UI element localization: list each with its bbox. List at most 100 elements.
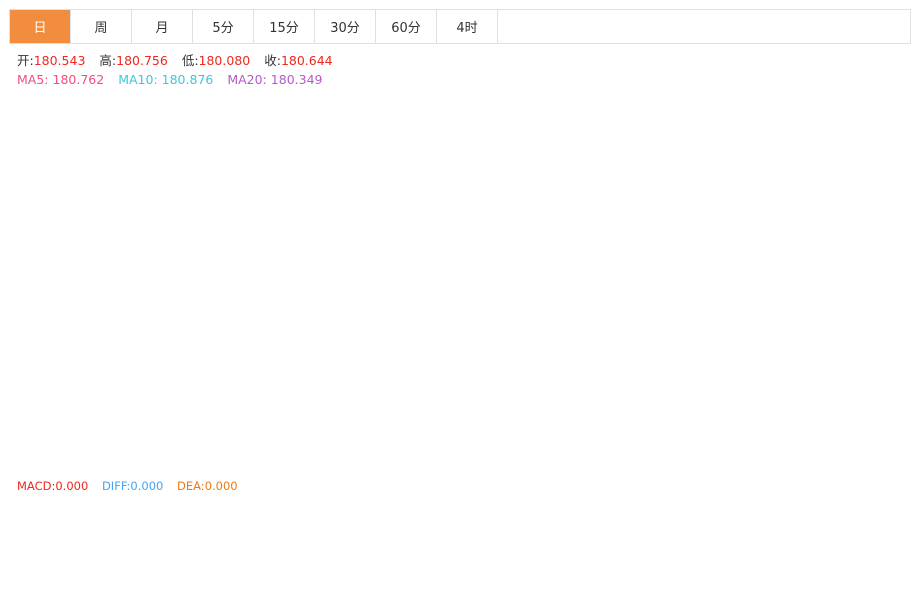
macd-bar xyxy=(68,503,78,525)
candle xyxy=(536,266,546,303)
candle xyxy=(68,396,78,429)
candle-body xyxy=(128,355,138,379)
candle xyxy=(788,138,798,164)
candle xyxy=(20,378,30,410)
candle xyxy=(200,329,210,368)
ma20-line xyxy=(12,154,794,427)
macd-bar xyxy=(680,507,690,525)
macd-bar xyxy=(200,498,210,525)
macd-bar xyxy=(272,503,282,525)
candle xyxy=(740,128,750,166)
candle-body xyxy=(224,384,234,423)
candle xyxy=(416,259,426,300)
macd-bar xyxy=(512,524,522,529)
candle-body xyxy=(704,113,714,149)
candle-body xyxy=(104,377,114,387)
dea-value: 0.000 xyxy=(204,479,238,493)
y-tick-label: 181.702 xyxy=(844,96,894,110)
candle xyxy=(692,134,702,163)
macd-bar xyxy=(524,524,534,532)
candle xyxy=(272,274,282,326)
macd-bar xyxy=(668,503,678,525)
candle-body xyxy=(404,297,414,307)
tab-2[interactable]: 月 xyxy=(132,10,193,43)
macd-bar xyxy=(584,514,594,525)
ma10-label: MA10: xyxy=(118,72,158,87)
macd-bar xyxy=(236,524,246,534)
macd-bar xyxy=(248,524,258,535)
tab-7[interactable]: 4时 xyxy=(437,10,498,43)
candle-body xyxy=(188,331,198,341)
candle xyxy=(560,228,570,270)
macd-bar xyxy=(80,498,90,525)
tab-1[interactable]: 周 xyxy=(71,10,132,43)
candle xyxy=(248,393,258,431)
macd-bar xyxy=(380,524,390,530)
y-tick-label: 178.482 xyxy=(844,216,894,230)
candle-body xyxy=(548,259,558,286)
ma5-line xyxy=(12,128,794,427)
macd-bar xyxy=(704,512,714,525)
tab-0[interactable]: 日 xyxy=(10,10,71,43)
candle xyxy=(488,216,498,259)
diff-value: 0.000 xyxy=(130,479,164,493)
macd-bar xyxy=(716,514,726,525)
candle-body xyxy=(620,170,630,186)
candle-body xyxy=(320,303,330,308)
tab-5[interactable]: 30分 xyxy=(315,10,376,43)
tab-3[interactable]: 5分 xyxy=(193,10,254,43)
candle-body xyxy=(476,228,486,271)
last-price-label: 180.644 xyxy=(844,135,896,150)
candle-body xyxy=(644,118,654,170)
candle xyxy=(284,248,294,284)
candle xyxy=(404,296,414,324)
y-tick-label: 182.507 xyxy=(844,66,894,80)
candle xyxy=(344,303,354,336)
candle xyxy=(752,120,762,157)
macd-bar xyxy=(260,519,270,525)
ma5-value: 180.762 xyxy=(52,72,105,87)
candle-body xyxy=(368,323,378,334)
candle xyxy=(656,93,666,132)
candle xyxy=(356,297,366,336)
low-label: 低: xyxy=(181,53,199,68)
macd-bar xyxy=(284,490,294,525)
close-label: 收: xyxy=(264,53,281,68)
candle-body xyxy=(392,306,402,340)
candle xyxy=(308,274,318,330)
candle xyxy=(8,405,18,434)
candle-body xyxy=(20,394,30,397)
tab-6[interactable]: 60分 xyxy=(376,10,437,43)
candle-body xyxy=(248,394,258,420)
ma20-value: 180.349 xyxy=(270,72,323,87)
macd-bar xyxy=(764,524,774,533)
macd-bar xyxy=(548,524,558,535)
candle xyxy=(128,352,138,391)
macd-label: MACD: xyxy=(17,479,56,493)
macd-bar xyxy=(428,510,438,525)
ma-readout: MA5: 180.762 MA10: 180.876 MA20: 180.349 xyxy=(17,72,333,88)
diff-label: DIFF: xyxy=(101,479,131,493)
candle xyxy=(164,337,174,359)
macd-bar xyxy=(788,524,798,542)
macd-bar xyxy=(416,517,426,525)
candle-body xyxy=(524,271,534,297)
y-tick-label: 180.897 xyxy=(844,120,894,134)
candle-body xyxy=(776,128,786,152)
candle-body xyxy=(560,239,570,261)
candle xyxy=(572,216,582,246)
candle-body xyxy=(68,403,78,425)
open-value: 180.543 xyxy=(33,53,86,68)
macd-bar xyxy=(776,524,786,539)
candle-body xyxy=(680,137,690,169)
macd-readout: MACD:0.000 DIFF:0.000 DEA:0.000 xyxy=(17,478,248,494)
macd-bar xyxy=(44,510,54,525)
macd-bar xyxy=(368,524,378,526)
tab-4[interactable]: 15分 xyxy=(254,10,315,43)
macd-bar xyxy=(224,524,234,526)
candle xyxy=(728,109,738,146)
macd-bar xyxy=(752,524,762,532)
candle-body xyxy=(608,176,618,185)
macd-tick-label: -0.687 xyxy=(844,556,883,570)
